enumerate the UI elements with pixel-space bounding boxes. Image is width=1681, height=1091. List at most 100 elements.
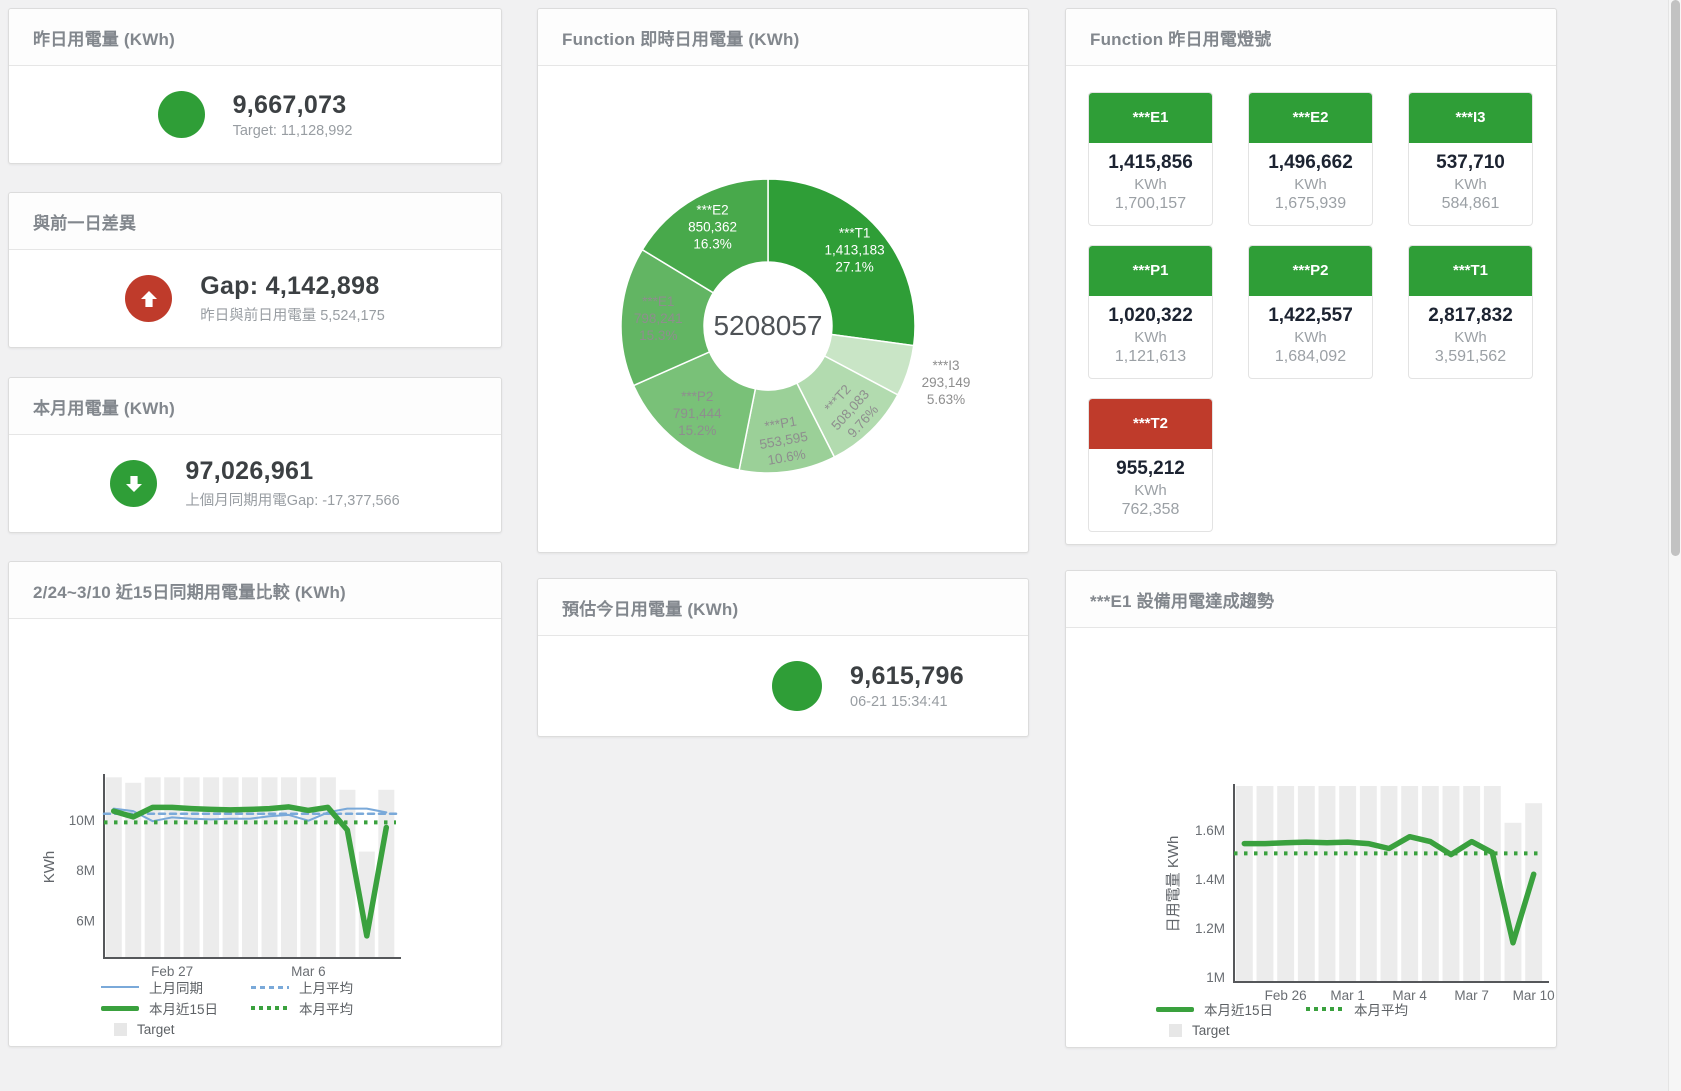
target-bar [144,777,161,958]
target-bar [300,777,317,958]
panel-month: 本月用電量 (KWh) 97,026,961 上個月同期用電Gap: -17,3… [8,377,502,533]
target-bar [1277,786,1295,982]
panel-compare-chart: 2/24~3/10 近15日同期用電量比較 (KWh) 6M 8M 10M Feb 2… [8,561,502,1047]
lights-grid: ***E1 1,415,856 KWh 1,700,157 ***E2 1,496,662… [1066,66,1556,551]
tile-unit: KWh [1294,176,1327,193]
tile-target-value: 3,591,562 [1434,348,1507,365]
donut-chart: ***T1 1,413,183 27.1%***I3 293,149 5.63%***T… [620,178,971,474]
legend-item[interactable]: 本月近15日 [101,1000,251,1017]
panel-title[interactable]: 2/24~3/10 近15日同期用電量比較 (KWh) [33,582,346,602]
donut-slice-E2[interactable] [641,178,769,294]
target-bar [222,777,239,958]
panel-title[interactable]: Function 昨日用電燈號 [1090,29,1272,49]
target-bar [183,777,200,958]
tile-target-value: 1,121,613 [1114,348,1187,365]
vertical-scrollbar[interactable] [1668,0,1681,1091]
x-tick-label: Mar 7 [1454,988,1489,1003]
target-bar [1401,786,1419,982]
panel-title[interactable]: 預估今日用電量 (KWh) [562,599,739,619]
target-bar [1339,786,1357,982]
y-tick-label: 1M [1206,970,1225,985]
target-bar [1442,786,1460,982]
legend-item[interactable]: Target [1156,1022,1306,1038]
tile-label: ***P2 [1249,246,1372,296]
up-arrow-icon [140,290,157,307]
donut-label-E1: ***E1 798,241 15.3% [634,294,683,343]
light-tile-E2: ***E2 1,496,662 KWh 1,675,939 [1248,92,1373,226]
e1-trend-chart: 1M 1.2M 1.4M 1.6M Feb 26 Mar 1 Mar 4 Mar 7 Mar 1… [1165,784,1555,1003]
target-bar [125,782,142,958]
target-bar [1463,786,1481,982]
tile-label: ***E1 [1089,93,1212,143]
tile-value: 1,496,662 [1268,152,1353,173]
panel-title[interactable]: 昨日用電量 (KWh) [33,29,175,49]
y-axis-label: 日用電量 KWh [1165,836,1182,933]
panel-donut: Function 即時日用電量 (KWh) ***T1 1,413,183 27.1… [537,8,1029,553]
e1-chart-legend: 本月近15日 本月平均 Target [1156,1001,1408,1038]
tile-body: 2,817,832 KWh 3,591,562 [1409,296,1532,378]
tile-unit: KWh [1454,329,1487,346]
legend-label: 上月同期 [149,981,203,996]
light-tile-T1: ***T1 2,817,832 KWh 3,591,562 [1408,245,1533,379]
tile-target-value: 584,861 [1441,195,1500,212]
legend-label: 本月平均 [1354,1003,1408,1018]
target-bar [1483,786,1501,982]
donut-label-E2: ***E2 850,362 16.3% [688,203,737,252]
scrollbar-thumb[interactable] [1671,0,1680,556]
target-bar [242,777,258,958]
panel-title[interactable]: 本月用電量 (KWh) [33,398,175,418]
light-tile-P1: ***P1 1,020,322 KWh 1,121,613 [1088,245,1213,379]
target-bar [1318,786,1336,982]
target-bar [1504,822,1522,982]
tile-target-value: 1,675,939 [1274,195,1347,212]
light-tile-P2: ***P2 1,422,557 KWh 1,684,092 [1248,245,1373,379]
y-tick-label: 10M [69,813,95,828]
donut-label-T1: ***T1 1,413,183 27.1% [825,225,885,274]
y-tick-label: 6M [76,913,95,928]
target-bar [164,777,181,958]
legend-item[interactable]: Target [101,1021,251,1037]
donut-slice-E1[interactable] [620,248,715,387]
target-bar [203,777,220,958]
panel-title[interactable]: 與前一日差異 [33,213,137,233]
mk-blue-line-icon [101,986,139,988]
series-thick [1241,833,1537,946]
y-tick-label: 1.2M [1195,921,1225,936]
panel-header: 與前一日差異 [9,193,501,250]
target-bar [358,851,375,958]
stat-subtitle: 昨日與前日用電量 5,524,175 [200,308,385,324]
tile-value: 955,212 [1116,458,1185,479]
target-bar [378,789,395,958]
tile-unit: KWh [1134,176,1167,193]
y-axis-label: KWh [41,851,58,884]
light-tile-T2: ***T2 955,212 KWh 762,358 [1088,398,1213,532]
legend-item[interactable]: 本月近15日 [1156,1001,1306,1018]
legend-item[interactable]: 上月同期 [101,979,251,996]
tile-value: 1,020,322 [1108,305,1193,326]
green-status-circle [110,460,158,507]
legend-label: 本月近15日 [1204,1003,1274,1018]
target-bar [1421,786,1439,982]
legend-item[interactable]: 本月平均 [251,1000,353,1017]
legend-label: 上月平均 [299,981,353,996]
donut-slice-T1[interactable] [767,178,916,347]
tile-body: 955,212 KWh 762,358 [1089,449,1212,531]
tile-value: 2,817,832 [1428,305,1513,326]
donut-label-I3: ***I3 293,149 5.63% [922,358,971,407]
panel-header: ***E1 設備用電達成趨勢 [1066,571,1556,628]
panel-diff: 與前一日差異 Gap: 4,142,898 昨日與前日用電量 5,524,175 [8,192,502,348]
panel-header: Function 即時日用電量 (KWh) [538,9,1028,66]
panel-lights: Function 昨日用電燈號 ***E1 1,415,856 KWh 1,700,1… [1065,8,1557,545]
panel-title[interactable]: Function 即時日用電量 (KWh) [562,29,800,49]
tile-body: 1,020,322 KWh 1,121,613 [1089,296,1212,378]
legend-item[interactable]: 本月平均 [1306,1001,1408,1018]
legend-item[interactable]: 上月平均 [251,979,353,996]
compare-chart: 6M 8M 10M Feb 27 Mar 6 KWh [41,774,401,979]
panel-title[interactable]: ***E1 設備用電達成趨勢 [1090,591,1275,611]
stat-value: 97,026,961 [185,457,314,485]
tile-unit: KWh [1454,176,1487,193]
tile-target-value: 1,684,092 [1274,348,1347,365]
stat-timestamp: 06-21 15:34:41 [850,694,948,710]
mk-blue-dash-icon [251,985,289,989]
panel-header: 2/24~3/10 近15日同期用電量比較 (KWh) [9,562,501,619]
